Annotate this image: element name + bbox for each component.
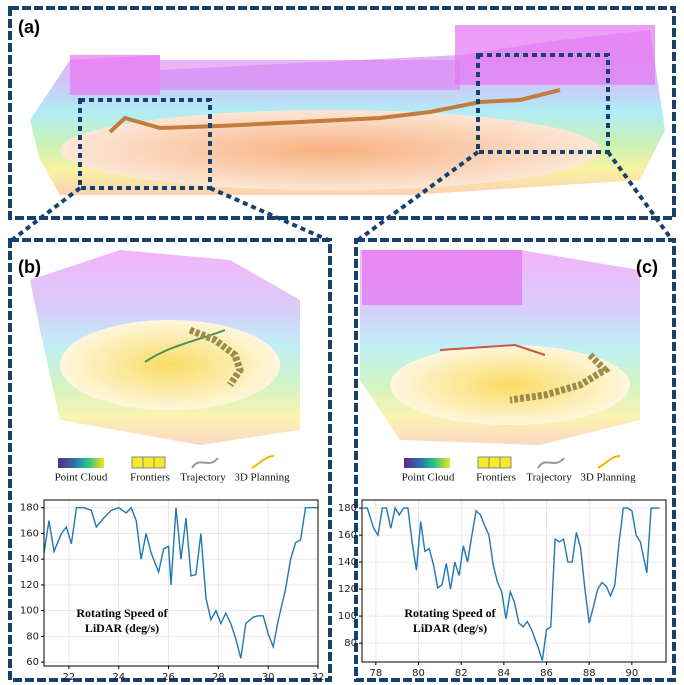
panel-label: (c) <box>636 257 658 277</box>
x-tick-label: 28 <box>212 672 225 683</box>
legend-swatch <box>489 457 500 468</box>
x-tick-label: 80 <box>412 668 425 679</box>
legend-label: 3D Planning <box>234 472 290 484</box>
annotation: LiDAR (deg/s) <box>85 621 159 635</box>
legend-label: Trajectory <box>526 472 572 484</box>
legend-label: Frontiers <box>130 472 170 484</box>
zoom-line <box>210 188 328 240</box>
panel-label: (a) <box>18 17 40 37</box>
legend-swatch <box>404 458 450 468</box>
x-tick-label: 22 <box>63 672 76 683</box>
legend-label: Point Cloud <box>402 472 455 484</box>
y-tick-label: 160 <box>338 530 357 541</box>
x-tick-label: 84 <box>497 668 510 679</box>
x-tick-label: 24 <box>112 672 125 683</box>
y-tick-label: 140 <box>20 554 39 565</box>
y-tick-label: 180 <box>338 503 357 514</box>
zoom-line <box>12 188 80 240</box>
y-tick-label: 160 <box>20 528 39 539</box>
legend-swatch <box>192 458 218 468</box>
y-tick-label: 100 <box>338 611 357 622</box>
x-tick-label: 30 <box>262 672 275 683</box>
legend-swatch <box>478 457 489 468</box>
annotation: LiDAR (deg/s) <box>413 621 487 635</box>
legend-swatch <box>598 456 620 468</box>
point-cloud-a <box>30 25 665 195</box>
legend-label: Frontiers <box>476 472 516 484</box>
figure: (a) (b) (c) Point Cloud Frontiers Trajec… <box>0 0 684 685</box>
legend-swatch <box>252 456 274 468</box>
legend-c: Point Cloud Frontiers Trajectory 3D Plan… <box>402 456 637 484</box>
x-tick-label: 82 <box>455 668 468 679</box>
y-tick-label: 100 <box>20 606 39 617</box>
legend-swatch <box>500 457 511 468</box>
plot-area <box>44 500 318 666</box>
x-tick-label: 86 <box>540 668 553 679</box>
y-tick-label: 180 <box>20 503 39 514</box>
legend-swatch <box>132 457 143 468</box>
x-tick-label: 78 <box>369 668 382 679</box>
point-cloud-b <box>30 250 300 445</box>
x-tick-label: 90 <box>625 668 638 679</box>
y-tick-label: 80 <box>26 631 39 642</box>
y-tick-label: 60 <box>26 657 39 668</box>
x-tick-label: 26 <box>162 672 175 683</box>
legend-swatch <box>143 457 154 468</box>
annotation: Rotating Speed of <box>76 606 168 620</box>
legend-label: 3D Planning <box>580 472 636 484</box>
legend-b: Point Cloud Frontiers Trajectory 3D Plan… <box>55 456 291 484</box>
y-tick-label: 80 <box>344 638 357 649</box>
panel-label: (b) <box>18 257 41 277</box>
point-cloud-c <box>360 250 640 445</box>
legend-swatch <box>58 458 104 468</box>
plot-area <box>362 500 666 662</box>
x-tick-label: 88 <box>583 668 596 679</box>
y-tick-label: 120 <box>20 580 39 591</box>
y-tick-label: 120 <box>338 584 357 595</box>
y-tick-label: 140 <box>338 557 357 568</box>
legend-swatch <box>154 457 165 468</box>
x-tick-label: 32 <box>312 672 325 683</box>
legend-label: Point Cloud <box>55 472 108 484</box>
legend-label: Trajectory <box>180 472 226 484</box>
legend-swatch <box>538 458 564 468</box>
annotation: Rotating Speed of <box>404 606 496 620</box>
